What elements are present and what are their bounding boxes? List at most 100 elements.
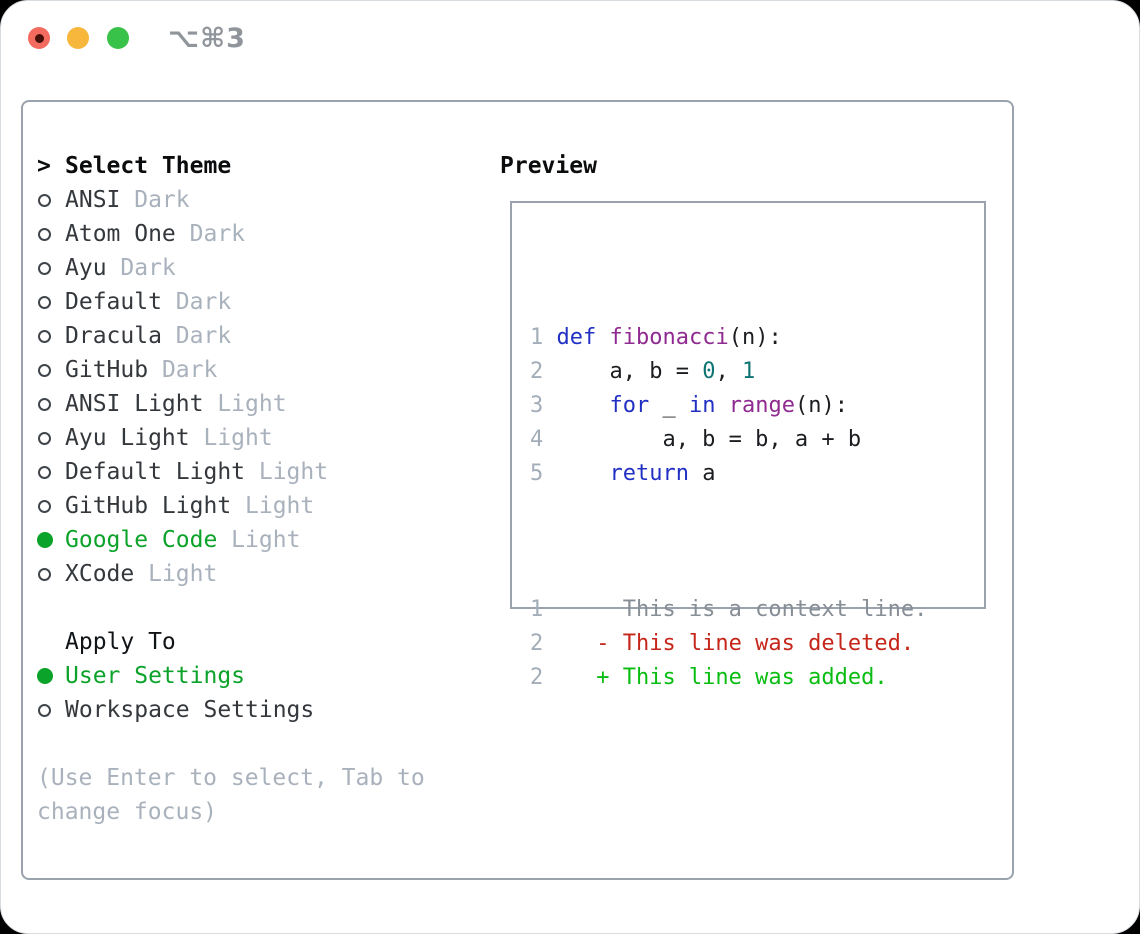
code-token: a (688, 461, 716, 486)
theme-option-variant: Light (189, 425, 273, 451)
close-button[interactable] (28, 27, 50, 49)
line-number: 2 (530, 631, 544, 656)
hint-line: (Use Enter to select, Tab to (37, 765, 425, 791)
line-number: 1 (530, 325, 544, 350)
code-token: fibonacci (609, 325, 729, 350)
theme-option[interactable]: Atom One Dark (37, 217, 497, 251)
theme-option-name: GitHub Light (65, 493, 232, 519)
diff-text: - This line was deleted. (556, 631, 915, 656)
theme-option-radio (37, 193, 65, 207)
theme-option-variant: Dark (120, 187, 190, 213)
line-number: 3 (530, 393, 544, 418)
code-token: a, b = b, a + b (556, 427, 862, 452)
theme-option-name: ANSI (65, 187, 121, 213)
radio-icon (38, 567, 51, 581)
theme-option-name: Ayu Light (65, 425, 190, 451)
theme-option[interactable]: Default Dark (37, 285, 497, 319)
preview-code: 1 def fibonacci(n): 2 a, b = 0, 1 3 for _ i… (512, 203, 984, 763)
radio-icon (38, 431, 51, 445)
diff-text: + This line was added. (556, 665, 888, 690)
theme-option-radio (37, 363, 65, 377)
code-token: (n): (728, 325, 782, 350)
selection-caret-icon: > (37, 153, 51, 179)
theme-option[interactable]: ANSI Light Light (37, 387, 497, 421)
diff-text: This is a context line. (556, 597, 928, 622)
theme-option-radio (37, 227, 65, 241)
window-title-shortcut: ⌥⌘3 (168, 23, 246, 54)
close-dot-icon (34, 33, 44, 43)
line-number: 4 (530, 427, 544, 452)
preview-box: 1 def fibonacci(n): 2 a, b = 0, 1 3 for _ i… (510, 201, 986, 690)
theme-list-title: Select Theme (65, 153, 232, 179)
code-token: def (556, 325, 597, 350)
preview-title: Preview (500, 153, 597, 179)
theme-option[interactable]: ANSI Dark (37, 183, 497, 217)
hint-text: (Use Enter to select, Tab to (37, 761, 497, 795)
apply-option[interactable]: Workspace Settings (37, 693, 497, 727)
code-token (715, 393, 728, 418)
line-number: 5 (530, 461, 544, 486)
apply-option[interactable]: User Settings (37, 659, 497, 693)
theme-option[interactable]: Default Light Light (37, 455, 497, 489)
radio-icon (38, 465, 51, 479)
theme-option-radio (37, 465, 65, 479)
theme-option-variant: Light (203, 391, 287, 417)
theme-option-name: Ayu (65, 255, 107, 281)
code-line: 3 for _ in range(n): (530, 389, 984, 423)
hint-text: change focus) (37, 795, 497, 829)
spacer-row (37, 727, 497, 761)
theme-option-radio (37, 431, 65, 445)
theme-option[interactable]: XCode Light (37, 557, 497, 591)
caret-cell: > (37, 149, 65, 183)
zoom-button[interactable] (107, 27, 129, 49)
theme-option-variant: Dark (161, 323, 232, 349)
theme-option[interactable]: Google Code Light (37, 523, 497, 557)
theme-option-radio (37, 261, 65, 275)
theme-option-name: Default (65, 289, 162, 315)
theme-picker-panel: > Select Theme ANSI Dark Atom One Dark Ayu D… (21, 100, 1014, 880)
theme-option[interactable]: Dracula Dark (37, 319, 497, 353)
code-token: 0 (702, 359, 716, 384)
code-token: in (688, 393, 716, 418)
radio-icon (38, 397, 51, 411)
theme-option-radio (37, 499, 65, 513)
theme-option-name: ANSI Light (65, 391, 204, 417)
theme-option-radio (37, 567, 65, 581)
radio-selected-icon (37, 668, 53, 684)
theme-option-radio (37, 532, 65, 548)
theme-option-name: Dracula (65, 323, 162, 349)
preview-diff: 1 This is a context line. 2 - This line w… (530, 593, 984, 695)
code-token: 1 (741, 359, 756, 384)
radio-icon (38, 499, 51, 513)
theme-option-name: Google Code (65, 527, 218, 553)
apply-to-title: Apply To (65, 629, 176, 655)
theme-option[interactable]: GitHub Light Light (37, 489, 497, 523)
diff-line-deleted: 2 - This line was deleted. (530, 627, 984, 661)
theme-option[interactable]: Ayu Dark (37, 251, 497, 285)
theme-option[interactable]: Ayu Light Light (37, 421, 497, 455)
radio-icon (38, 261, 51, 275)
line-number: 2 (530, 665, 544, 690)
radio-icon (38, 227, 51, 241)
theme-option[interactable]: GitHub Dark (37, 353, 497, 387)
code-token: a, b = (556, 359, 703, 384)
theme-list: > Select Theme ANSI Dark Atom One Dark Ayu D… (37, 149, 497, 829)
theme-option-name: Default Light (65, 459, 246, 485)
line-number: 2 (530, 359, 544, 384)
theme-option-radio (37, 329, 65, 343)
minimize-button[interactable] (67, 27, 89, 49)
code-token (556, 393, 609, 418)
code-line: 5 return a (530, 457, 984, 491)
apply-option-label: Workspace Settings (65, 697, 315, 723)
code-token: _ (649, 393, 689, 418)
code-token: for (609, 393, 650, 418)
code-token: range (728, 393, 795, 418)
theme-option-name: Atom One (65, 221, 176, 247)
theme-option-name: GitHub (65, 357, 149, 383)
apply-option-label: User Settings (65, 663, 246, 689)
theme-option-name: XCode (65, 561, 135, 587)
radio-icon (38, 703, 51, 717)
code-token: , (715, 359, 742, 384)
theme-list-header: > Select Theme (37, 149, 497, 183)
radio-selected-icon (37, 532, 53, 548)
